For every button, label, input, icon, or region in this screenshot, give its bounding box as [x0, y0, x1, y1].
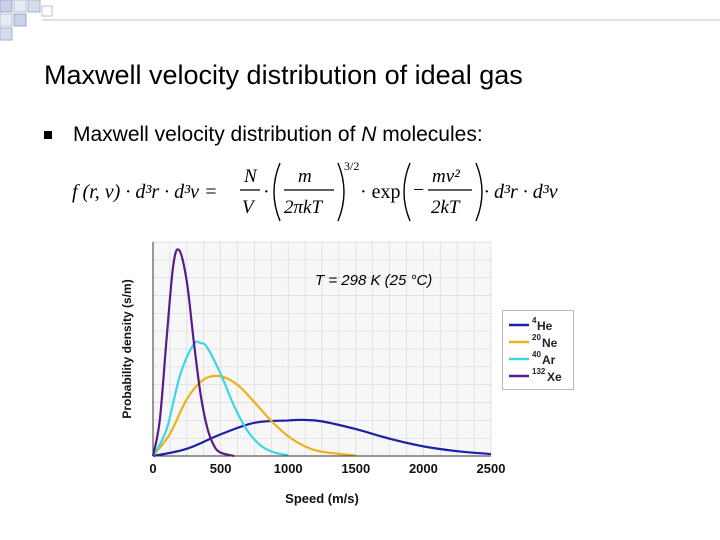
bullet-text: Maxwell velocity distribution of N molec… [73, 123, 483, 147]
corner-square [0, 27, 13, 41]
x-tick-label: 0 [149, 461, 156, 476]
x-tick-label: 1000 [274, 461, 303, 476]
corner-square [13, 0, 27, 13]
x-tick-label: 1500 [341, 461, 370, 476]
formula-2kT: 2kT [431, 197, 461, 218]
left-paren-1 [273, 162, 281, 222]
x-tick-label: 2500 [477, 461, 506, 476]
chart-title: T = 298 K (25 °C) [315, 272, 432, 289]
formula-exp: · exp [360, 181, 401, 203]
formula-N: N [243, 166, 258, 187]
corner-square [0, 13, 13, 27]
y-axis-label: Probability density (s/m) [120, 279, 134, 418]
maxwell-formula: f (r, v) · d³r · d³v = N V · m 2πkT 3/2 … [72, 159, 558, 222]
x-tick-labels: 0 500 1000 1500 2000 2500 [149, 461, 505, 476]
legend-mass-number: 132 [532, 367, 546, 376]
left-paren-2 [403, 162, 411, 222]
legend-element-label: Xe [547, 370, 562, 384]
legend-element-label: He [537, 319, 553, 333]
formula-m: m [298, 166, 312, 187]
corner-decoration [0, 0, 720, 41]
series-line-he [152, 418, 492, 458]
right-paren-1 [337, 162, 345, 222]
corner-square [41, 5, 53, 17]
bullet-suffix: molecules: [376, 123, 483, 146]
series-line-ne [152, 374, 356, 457]
slide-title: Maxwell velocity distribution of ideal g… [44, 60, 523, 90]
corner-square [13, 13, 27, 27]
series-line-ar [152, 340, 289, 457]
formula-dot-1: · [263, 181, 270, 203]
formula-2pikT: 2πkT [284, 197, 323, 218]
formula-rhs: · d³r · d³v [484, 181, 558, 203]
formula-exponent: 3/2 [344, 159, 359, 173]
formula-V: V [242, 197, 256, 218]
formula-lhs: f (r, v) · d³r · d³v = [72, 181, 217, 203]
legend-mass-number: 40 [532, 350, 541, 359]
x-axis-label: Speed (m/s) [285, 491, 359, 506]
legend-element-label: Ar [542, 353, 556, 367]
bullet-item: Maxwell velocity distribution of N molec… [44, 123, 483, 147]
x-tick-label: 500 [210, 461, 232, 476]
legend-mass-number: 20 [532, 333, 541, 342]
formula-mv2: mv² [432, 166, 460, 187]
legend-mass-number: 4 [532, 316, 537, 325]
corner-square [0, 0, 13, 13]
series-line-xe [151, 248, 235, 458]
legend-element-label: Ne [542, 336, 558, 350]
corner-square [27, 0, 41, 13]
curves [151, 248, 492, 458]
x-tick-label: 2000 [409, 461, 438, 476]
bullet-marker [44, 131, 52, 139]
bullet-variable: N [361, 123, 377, 146]
bullet-prefix: Maxwell velocity distribution of [73, 123, 362, 146]
right-paren-2 [475, 162, 483, 222]
velocity-distribution-chart: 0 500 1000 1500 2000 2500 T = 298 K (25 °C) S… [120, 241, 505, 506]
formula-minus: − [413, 179, 424, 201]
grid [152, 241, 492, 457]
